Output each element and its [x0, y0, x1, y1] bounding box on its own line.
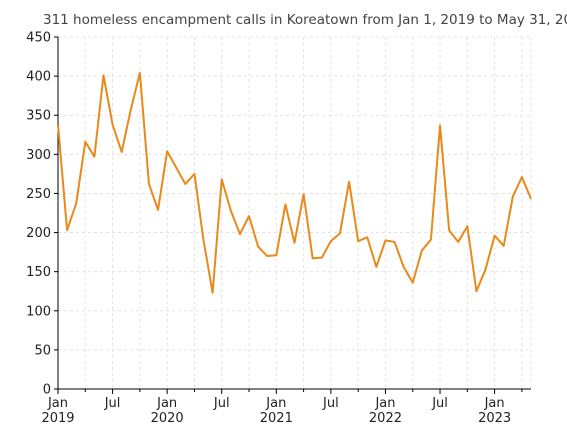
- plot-area: [58, 37, 531, 389]
- y-tick-label: 100: [26, 304, 51, 319]
- y-tick-label: 0: [43, 383, 51, 398]
- y-tick-label: 300: [26, 148, 51, 163]
- y-axis: 0 50 100 150 200 250 300 350 400 450: [26, 31, 58, 398]
- y-tick-label: 250: [26, 187, 51, 202]
- x-tick-label: Jan: [374, 396, 395, 411]
- y-tick-label: 200: [26, 226, 51, 241]
- series-line: [57, 71, 532, 294]
- x-tick-label: Jan: [484, 396, 505, 411]
- axes: [57, 37, 532, 390]
- y-tick-label: 50: [34, 343, 51, 358]
- x-year-label: 2022: [369, 411, 402, 426]
- chart-title: 311 homeless encampment calls in Koreato…: [43, 12, 567, 28]
- x-tick-label: Jan: [265, 396, 286, 411]
- series: [57, 71, 532, 294]
- x-year-label: 2020: [151, 411, 184, 426]
- x-tick-label: Jul: [322, 396, 339, 411]
- grid: [57, 36, 531, 389]
- x-tick-label: Jul: [104, 396, 121, 411]
- y-tick-label: 150: [26, 265, 51, 280]
- y-tick-label: 400: [26, 70, 51, 85]
- x-tick-label: Jul: [431, 396, 448, 411]
- x-year-label: 2021: [260, 411, 293, 426]
- x-year-label: 2023: [478, 411, 511, 426]
- x-tick-label: Jan: [47, 396, 68, 411]
- y-tick-label: 350: [26, 109, 51, 124]
- y-tick-label: 450: [26, 31, 51, 46]
- x-tick-label: Jan: [156, 396, 177, 411]
- x-tick-label: Jul: [213, 396, 230, 411]
- x-year-label: 2019: [41, 411, 74, 426]
